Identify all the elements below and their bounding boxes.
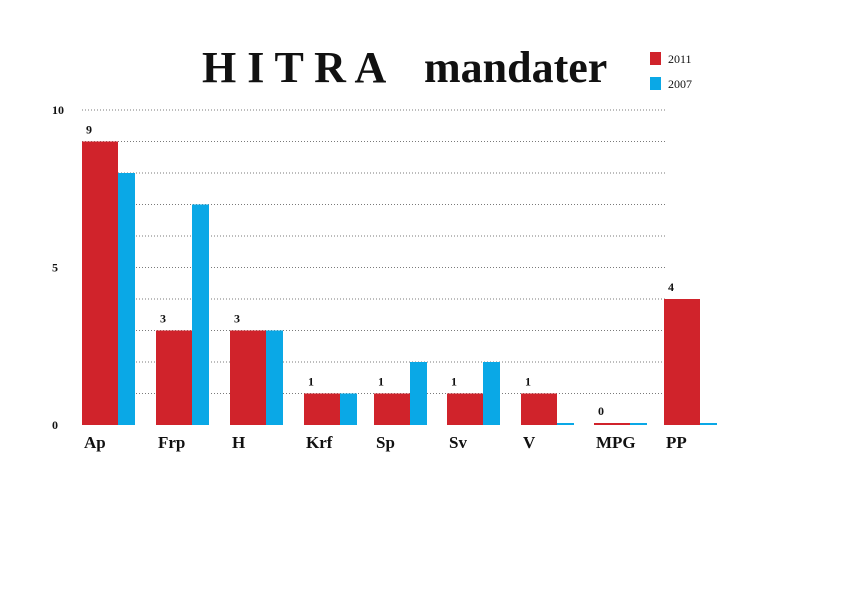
bar-2007-sv <box>483 362 500 425</box>
y-tick-label: 0 <box>52 418 58 432</box>
data-label-2011: 1 <box>378 375 384 389</box>
bar-2007-krf <box>340 393 357 425</box>
x-category-label: Sv <box>449 433 467 452</box>
data-label-2011: 1 <box>451 375 457 389</box>
x-category-label: Krf <box>306 433 333 452</box>
x-category-label: MPG <box>596 433 636 452</box>
x-category-label: Frp <box>158 433 185 452</box>
data-label-2011: 9 <box>86 123 92 137</box>
bar-2007-pp <box>700 423 717 425</box>
x-category-label: H <box>232 433 245 452</box>
y-tick-label: 5 <box>52 261 58 275</box>
legend-label-2007: 2007 <box>668 77 692 91</box>
x-category-label: PP <box>666 433 687 452</box>
chart-title-sub: mandater <box>424 43 607 92</box>
y-axis-ticks: 0 5 10 <box>52 103 64 432</box>
bar-2011-krf <box>304 393 340 425</box>
bar-2011-sp <box>374 393 410 425</box>
legend-swatch-2007 <box>650 77 661 90</box>
legend: 2011 2007 <box>650 52 692 91</box>
legend-swatch-2011 <box>650 52 661 65</box>
data-label-2011: 3 <box>160 312 166 326</box>
x-category-label: Sp <box>376 433 395 452</box>
grid-lines <box>82 109 666 394</box>
bar-2007-ap <box>118 173 135 425</box>
bar-2007-mpg <box>630 423 647 425</box>
legend-label-2011: 2011 <box>668 52 692 66</box>
bar-2011-ap <box>82 141 118 425</box>
x-axis-categories: Ap Frp H Krf Sp Sv V MPG PP <box>84 433 687 452</box>
data-label-2011: 3 <box>234 312 240 326</box>
data-label-2011: 0 <box>598 404 604 418</box>
bar-2007-frp <box>192 204 209 425</box>
bar-2007-sp <box>410 362 427 425</box>
x-category-label: Ap <box>84 433 106 452</box>
y-tick-label: 10 <box>52 103 64 117</box>
bars <box>82 141 717 425</box>
bar-2007-h <box>266 330 283 425</box>
bar-2011-v <box>521 393 557 425</box>
chart-title-main: H I T R A <box>202 43 386 92</box>
data-label-2011: 1 <box>525 375 531 389</box>
data-label-2011: 1 <box>308 375 314 389</box>
x-category-label: V <box>523 433 536 452</box>
data-label-2011: 4 <box>668 280 674 294</box>
bar-2007-v <box>557 423 574 425</box>
bar-2011-sv <box>447 393 483 425</box>
bar-2011-mpg <box>594 423 630 425</box>
bar-2011-h <box>230 330 266 425</box>
bar-2011-pp <box>664 299 700 425</box>
data-labels: 9 3 3 1 1 1 1 0 4 <box>86 123 674 419</box>
bar-2011-frp <box>156 330 192 425</box>
